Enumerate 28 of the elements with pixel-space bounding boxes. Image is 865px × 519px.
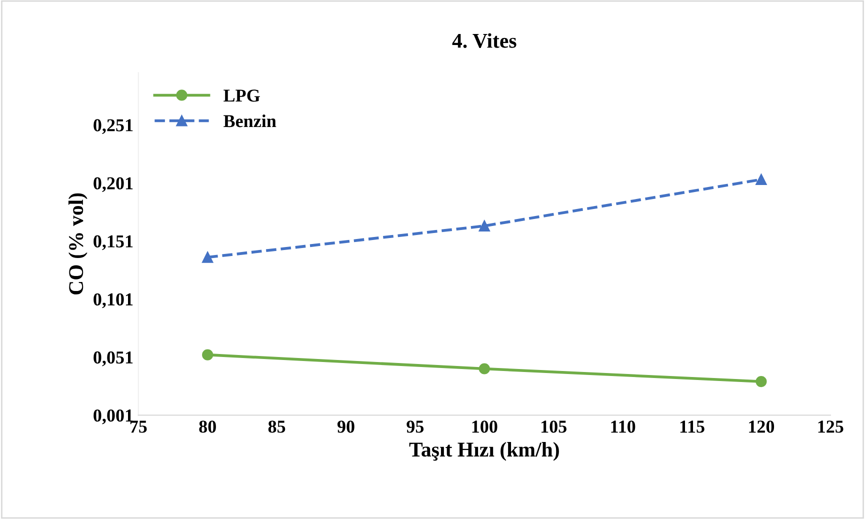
x-tick-label: 90 [337,420,354,433]
y-tick-label: 0,101 [94,293,133,308]
x-tick-label: 110 [611,420,636,433]
y-axis-title: CO (% vol) [68,193,88,294]
chart-title: 4. Vites [452,33,516,48]
point [756,174,767,186]
legend-label: LPG [224,90,260,102]
x-tick-label: 115 [680,420,704,433]
point [202,252,214,263]
x-axis-title: Taşıt Hızı (km/h) [409,442,559,461]
point [478,220,490,232]
point [202,349,214,360]
point [478,363,490,374]
x-tick-label: 105 [542,420,566,433]
y-tick-label: 0,201 [94,177,133,192]
y-tick-label: 0,001 [94,409,133,424]
point [756,376,767,388]
x-tick-label: 125 [818,420,844,433]
y-tick-label: 0,051 [94,351,133,366]
x-tick-label: 100 [472,420,498,433]
y-tick-label: 0,251 [94,119,133,134]
x-tick-label: 120 [749,420,774,433]
x-tick-label: 95 [406,420,424,433]
x-tick-label: 75 [130,420,147,433]
x-tick-label: 80 [199,420,216,433]
x-tick-label: 85 [268,420,286,433]
legend-label: Benzin [224,114,276,128]
y-tick-label: 0,151 [94,235,133,250]
